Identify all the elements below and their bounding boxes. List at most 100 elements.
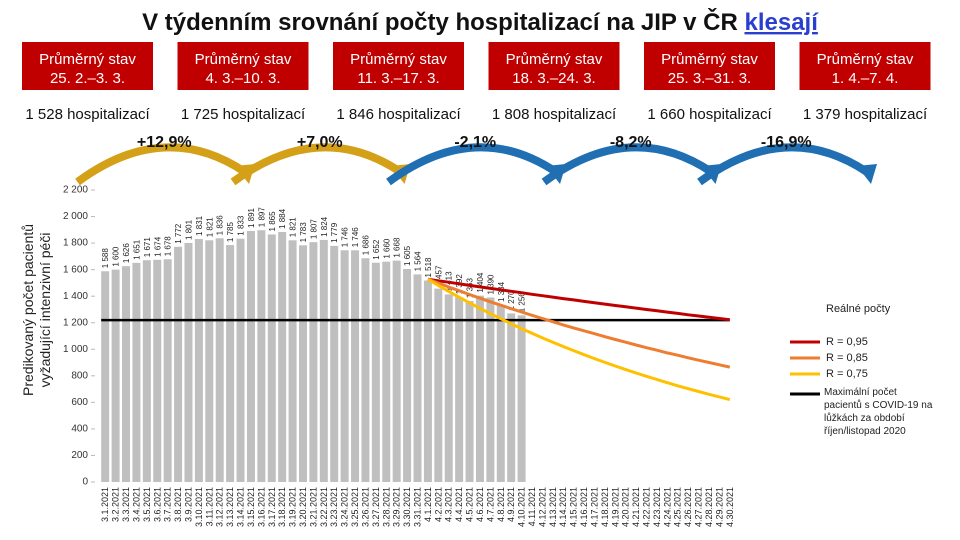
x-tick-label: 4.15.2021 (569, 487, 579, 527)
x-tick-label: 4.28.2021 (704, 487, 714, 527)
y-tick-label: 1 400 (63, 291, 88, 302)
x-tick-label: 3.12.2021 (215, 487, 225, 527)
bar (163, 259, 172, 482)
bar-value-label: 1 891 (247, 207, 256, 228)
x-tick-label: 4.14.2021 (558, 487, 568, 527)
legend-label: R = 0,85 (826, 352, 868, 364)
x-tick-label: 3.10.2021 (194, 487, 204, 527)
x-tick-label: 4.21.2021 (631, 487, 641, 527)
bar (236, 238, 245, 482)
change-label: -16,9% (761, 134, 812, 151)
x-tick-label: 4.7.2021 (485, 487, 495, 522)
y-tick-label: 0 (82, 477, 88, 488)
projection-line (427, 277, 731, 369)
period-count: 1 660 hospitalizací (647, 106, 772, 123)
bar (142, 260, 151, 482)
period-range: 4. 3.–10. 3. (205, 70, 280, 87)
title-link[interactable]: klesají (744, 9, 819, 36)
bar-value-label: 1 824 (320, 216, 329, 237)
bar-value-label: 1 801 (184, 219, 193, 240)
change-arrow (541, 143, 714, 186)
x-tick-label: 3.8.2021 (173, 487, 183, 522)
x-tick-label: 3.7.2021 (163, 487, 173, 522)
bar (340, 250, 349, 482)
bar-value-label: 1 600 (112, 246, 121, 267)
y-tick-label: 1 000 (63, 344, 88, 355)
x-tick-label: 4.24.2021 (662, 487, 672, 527)
x-tick-label: 4.10.2021 (517, 487, 527, 527)
bar-value-label: 1 783 (299, 222, 308, 243)
bar (465, 301, 474, 482)
x-tick-label: 4.12.2021 (537, 487, 547, 527)
period-box (22, 42, 153, 90)
y-tick-label: 1 800 (63, 238, 88, 249)
x-tick-label: 4.5.2021 (465, 487, 475, 522)
period-range: 25. 2.–3. 3. (50, 70, 125, 87)
bar (111, 269, 120, 482)
bar-value-label: 1 833 (237, 215, 246, 236)
bar (507, 313, 516, 482)
x-tick-label: 4.16.2021 (579, 487, 589, 527)
bar (351, 250, 360, 482)
bar-value-label: 1 256 (518, 292, 527, 313)
period-label: Průměrný stav (195, 51, 292, 68)
period-count: 1 379 hospitalizací (803, 106, 928, 123)
projection-line (427, 277, 731, 402)
x-tick-label: 4.11.2021 (527, 487, 537, 526)
legend-note-box: Maximální počet pacientů s COVID-19 na l… (824, 387, 932, 437)
bar-value-label: 1 821 (289, 217, 298, 238)
legend-label: R = 0,95 (826, 336, 868, 348)
bar-value-label: 1 674 (153, 236, 162, 257)
bar (257, 230, 266, 482)
bar-value-label: 1 746 (351, 227, 360, 248)
bar-value-label: 1 836 (216, 215, 225, 236)
x-tick-label: 4.19.2021 (610, 487, 620, 527)
period-box (177, 42, 309, 90)
title: V týdenním srovnání počty hospitalizací … (142, 8, 819, 36)
period-box (799, 42, 931, 90)
bar (153, 259, 162, 482)
x-tick-label: 4.2.2021 (433, 487, 443, 522)
bar (475, 295, 484, 482)
bar-value-label: 1 807 (309, 219, 318, 240)
period-box (644, 42, 775, 90)
bar (298, 245, 307, 482)
bar (226, 245, 235, 482)
change-arrow (230, 143, 403, 186)
x-tick-label: 3.3.2021 (121, 487, 131, 522)
bar-value-label: 1 821 (205, 217, 214, 238)
x-tick-label: 3.27.2021 (371, 487, 381, 527)
x-tick-label: 3.22.2021 (319, 487, 329, 527)
y-tick-label: 1 600 (63, 264, 88, 275)
bar (215, 238, 224, 482)
period-box (333, 42, 464, 90)
bar-value-label: 1 334 (497, 281, 506, 302)
x-tick-label: 3.2.2021 (111, 487, 121, 522)
bar (423, 280, 432, 482)
bar-value-label: 1 564 (414, 251, 423, 272)
x-tick-label: 3.5.2021 (142, 487, 152, 522)
period-range: 25. 3.–31. 3. (668, 70, 751, 87)
x-tick-label: 3.25.2021 (350, 487, 360, 527)
period-label: Průměrný stav (661, 51, 758, 68)
bar (434, 288, 443, 482)
x-tick-label: 3.15.2021 (246, 487, 256, 527)
bar (330, 245, 339, 482)
x-tick-label: 3.4.2021 (131, 487, 141, 522)
bar-value-label: 1 626 (122, 243, 131, 264)
bar-value-label: 1 785 (226, 222, 235, 243)
bar (194, 238, 203, 482)
x-tick-label: 3.13.2021 (225, 487, 235, 527)
bar-value-label: 1 660 (382, 238, 391, 259)
bar-value-label: 1 588 (101, 248, 110, 269)
x-tick-label: 4.25.2021 (673, 487, 683, 527)
bar (246, 231, 255, 482)
change-label: +7,0% (297, 134, 343, 151)
y-tick-label: 600 (71, 397, 88, 408)
bar (174, 246, 183, 482)
bar-value-label: 1 686 (361, 235, 370, 256)
x-tick-label: 3.21.2021 (308, 487, 318, 527)
x-tick-label: 3.31.2021 (413, 487, 423, 527)
